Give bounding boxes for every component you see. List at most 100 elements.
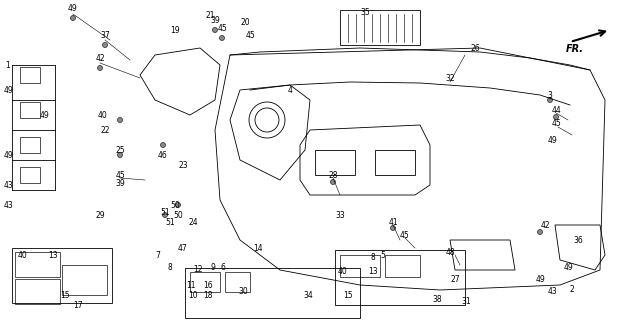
Text: 20: 20 (240, 18, 250, 27)
Text: 44: 44 (551, 106, 561, 115)
Text: 10: 10 (188, 291, 198, 300)
Circle shape (391, 226, 396, 230)
Text: 35: 35 (360, 7, 370, 17)
Text: 31: 31 (461, 298, 471, 307)
Circle shape (161, 142, 166, 148)
Text: 50: 50 (173, 211, 183, 220)
Text: 30: 30 (238, 287, 248, 297)
Text: 49: 49 (547, 135, 557, 145)
Bar (340, 10, 420, 45)
Text: 14: 14 (253, 244, 263, 252)
Text: 5: 5 (380, 251, 385, 260)
Text: 17: 17 (73, 300, 83, 309)
Text: 47: 47 (178, 244, 188, 252)
Circle shape (117, 153, 123, 157)
Text: 15: 15 (60, 291, 70, 300)
Text: 25: 25 (115, 146, 125, 155)
Text: 40: 40 (97, 110, 107, 119)
Bar (20, 102, 40, 118)
Text: 39: 39 (115, 179, 125, 188)
Circle shape (220, 36, 225, 41)
Text: 43: 43 (3, 180, 13, 189)
Circle shape (213, 28, 218, 33)
Circle shape (98, 66, 102, 70)
Text: 46: 46 (158, 150, 168, 159)
Text: 32: 32 (445, 74, 455, 83)
Bar (15, 252, 60, 277)
Text: 24: 24 (188, 218, 198, 227)
Text: 21: 21 (205, 11, 215, 20)
Text: 48: 48 (445, 247, 455, 257)
Text: 50: 50 (170, 201, 180, 210)
Text: 13: 13 (48, 251, 58, 260)
Circle shape (163, 212, 168, 218)
Text: 49: 49 (40, 110, 50, 119)
Text: 38: 38 (432, 295, 442, 305)
Text: FR.: FR. (566, 44, 584, 54)
Text: 27: 27 (450, 276, 460, 284)
Text: 43: 43 (3, 201, 13, 210)
Bar (20, 167, 40, 183)
Circle shape (175, 203, 180, 207)
Text: 4: 4 (288, 85, 293, 94)
Text: 13: 13 (368, 268, 378, 276)
Text: 51: 51 (165, 218, 175, 227)
Text: 39: 39 (210, 15, 220, 25)
Text: 15: 15 (343, 291, 353, 300)
Circle shape (330, 180, 335, 185)
Text: 45: 45 (115, 171, 125, 180)
Text: 37: 37 (100, 30, 110, 39)
Circle shape (547, 98, 552, 102)
Text: 41: 41 (388, 218, 398, 227)
Text: 34: 34 (303, 291, 313, 300)
Text: 42: 42 (95, 53, 105, 62)
Text: 9: 9 (211, 263, 215, 273)
Text: 49: 49 (3, 85, 13, 94)
Text: 42: 42 (540, 220, 550, 229)
Text: 6: 6 (220, 263, 225, 273)
Text: 45: 45 (217, 23, 227, 33)
Bar (225, 272, 250, 292)
Bar (20, 67, 40, 83)
Text: 49: 49 (563, 263, 573, 273)
Text: 3: 3 (547, 91, 552, 100)
Bar (190, 272, 220, 292)
Text: 28: 28 (328, 171, 338, 180)
Text: 12: 12 (193, 266, 203, 275)
Bar (335, 250, 465, 305)
Text: 36: 36 (573, 236, 583, 244)
Text: 19: 19 (170, 26, 180, 35)
Text: 16: 16 (203, 281, 213, 290)
Text: 45: 45 (245, 30, 255, 39)
Text: 49: 49 (68, 4, 78, 12)
Bar (315, 150, 355, 175)
Bar (340, 255, 380, 277)
Text: 7: 7 (156, 251, 161, 260)
Bar (20, 137, 40, 153)
Bar (375, 150, 415, 175)
Bar (12, 248, 112, 303)
Text: 18: 18 (203, 291, 213, 300)
Text: 49: 49 (535, 276, 545, 284)
Text: 33: 33 (335, 211, 345, 220)
Text: 22: 22 (100, 125, 110, 134)
Text: 51: 51 (160, 207, 170, 217)
Text: 26: 26 (470, 44, 480, 52)
Text: 40: 40 (338, 268, 348, 276)
Text: 1: 1 (6, 60, 10, 69)
Text: 8: 8 (371, 253, 375, 262)
Circle shape (117, 117, 123, 123)
Circle shape (537, 229, 542, 235)
Text: 11: 11 (186, 281, 196, 290)
Text: 2: 2 (570, 285, 575, 294)
Text: 43: 43 (547, 287, 557, 297)
Bar (185, 268, 360, 318)
Circle shape (554, 115, 559, 119)
Text: 45: 45 (552, 118, 562, 127)
Text: 45: 45 (400, 230, 410, 239)
Circle shape (70, 15, 76, 20)
Bar (62, 265, 107, 295)
Circle shape (102, 43, 107, 47)
Text: 8: 8 (168, 263, 172, 273)
Bar (15, 279, 60, 304)
